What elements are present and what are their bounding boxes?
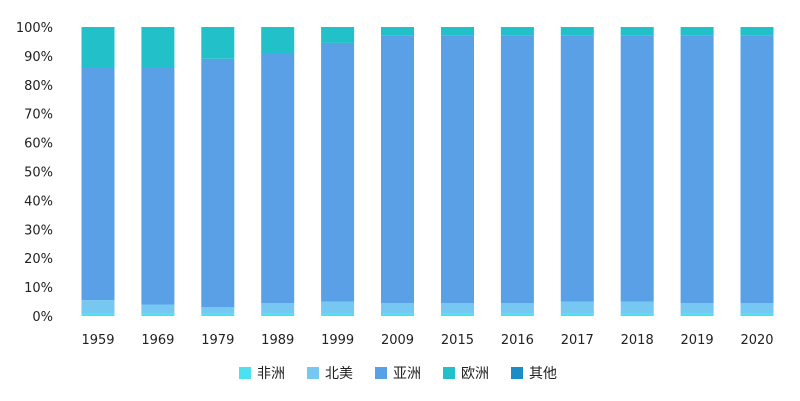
legend-label: 亚洲 (393, 366, 421, 382)
bar-segment (141, 304, 175, 314)
bar-segment (441, 27, 474, 36)
legend-label: 欧洲 (461, 366, 489, 382)
bar-segment (500, 303, 534, 314)
y-tick-label: 70% (24, 108, 53, 123)
bar-segment (141, 67, 175, 305)
bar-segment (201, 307, 235, 314)
bar-segment (381, 313, 414, 316)
bar-segment (321, 301, 355, 314)
legend-label: 北美 (325, 366, 353, 382)
bar-segment (261, 27, 295, 53)
bar-segment (441, 303, 474, 314)
bar-segment (740, 313, 774, 316)
bar-segment (201, 313, 235, 316)
bar-segment (500, 313, 534, 316)
bar-segment (500, 27, 534, 36)
bar-segment (201, 27, 235, 59)
x-tick-label: 1969 (141, 333, 174, 348)
y-tick-label: 90% (24, 50, 53, 65)
legend-label: 非洲 (257, 366, 285, 382)
bar-segment (381, 303, 414, 314)
bar-segment (261, 313, 295, 316)
bar-segment (81, 313, 115, 316)
bar-segment (321, 313, 355, 316)
bar-segment (680, 303, 714, 314)
y-tick-label: 20% (24, 252, 53, 267)
bar-segment (201, 58, 235, 308)
x-axis: 1959 1969 1979 1989 1999 2009 2015 2016 2017 2018… (81, 333, 773, 348)
bar-segment (441, 35, 474, 303)
bar-segment (81, 300, 115, 314)
bar-segment (620, 301, 654, 314)
x-tick-label: 1989 (261, 333, 294, 348)
x-tick-label: 1999 (321, 333, 354, 348)
legend-swatch (239, 367, 251, 379)
bar-segment (740, 35, 774, 303)
x-tick-label: 2019 (681, 333, 714, 348)
bar-segment (81, 67, 115, 301)
bar-segment (560, 35, 594, 302)
bar-segment (321, 42, 355, 302)
bar-segment (620, 313, 654, 316)
legend-label: 其他 (529, 366, 557, 382)
bar-segment (500, 35, 534, 303)
bar-segment (740, 303, 774, 314)
bar-segment (381, 35, 414, 303)
bar-segment (560, 27, 594, 36)
bar-segment (560, 313, 594, 316)
x-tick-label: 1979 (201, 333, 234, 348)
legend-swatch (511, 367, 523, 379)
bar-segment (680, 35, 714, 303)
bar-segment (321, 27, 355, 43)
bar-segment (620, 35, 654, 302)
legend-swatch (443, 367, 455, 379)
x-tick-label: 2016 (501, 333, 534, 348)
x-tick-label: 2017 (561, 333, 594, 348)
bar-segment (680, 313, 714, 316)
legend-swatch (375, 367, 387, 379)
y-tick-label: 50% (24, 166, 53, 181)
bar-segment (141, 313, 175, 316)
bar-segment (560, 301, 594, 314)
plot-area (81, 27, 774, 316)
bar-segment (141, 27, 175, 68)
bar-segment (680, 27, 714, 36)
legend: 非洲 北美 亚洲 欧洲 其他 (239, 366, 557, 382)
y-tick-label: 0% (32, 310, 53, 325)
x-tick-label: 1959 (81, 333, 114, 348)
bar-segment (740, 27, 774, 36)
bar-segment (81, 27, 115, 68)
y-tick-label: 10% (24, 281, 53, 296)
legend-swatch (307, 367, 319, 379)
y-tick-label: 40% (24, 194, 53, 209)
y-tick-label: 100% (16, 21, 53, 36)
y-tick-label: 80% (24, 79, 53, 94)
x-tick-label: 2015 (441, 333, 474, 348)
bar-segment (441, 313, 474, 316)
bar-segment (620, 27, 654, 36)
x-tick-label: 2009 (381, 333, 414, 348)
x-tick-label: 2018 (621, 333, 654, 348)
bar-segment (261, 53, 295, 303)
y-tick-label: 30% (24, 223, 53, 238)
y-axis: 0% 10% 20% 30% 40% 50% 60% 70% 80% 90% 100% (16, 21, 53, 325)
x-tick-label: 2020 (740, 333, 773, 348)
y-tick-label: 60% (24, 137, 53, 152)
bar-segment (261, 303, 295, 314)
bar-segment (381, 27, 414, 36)
